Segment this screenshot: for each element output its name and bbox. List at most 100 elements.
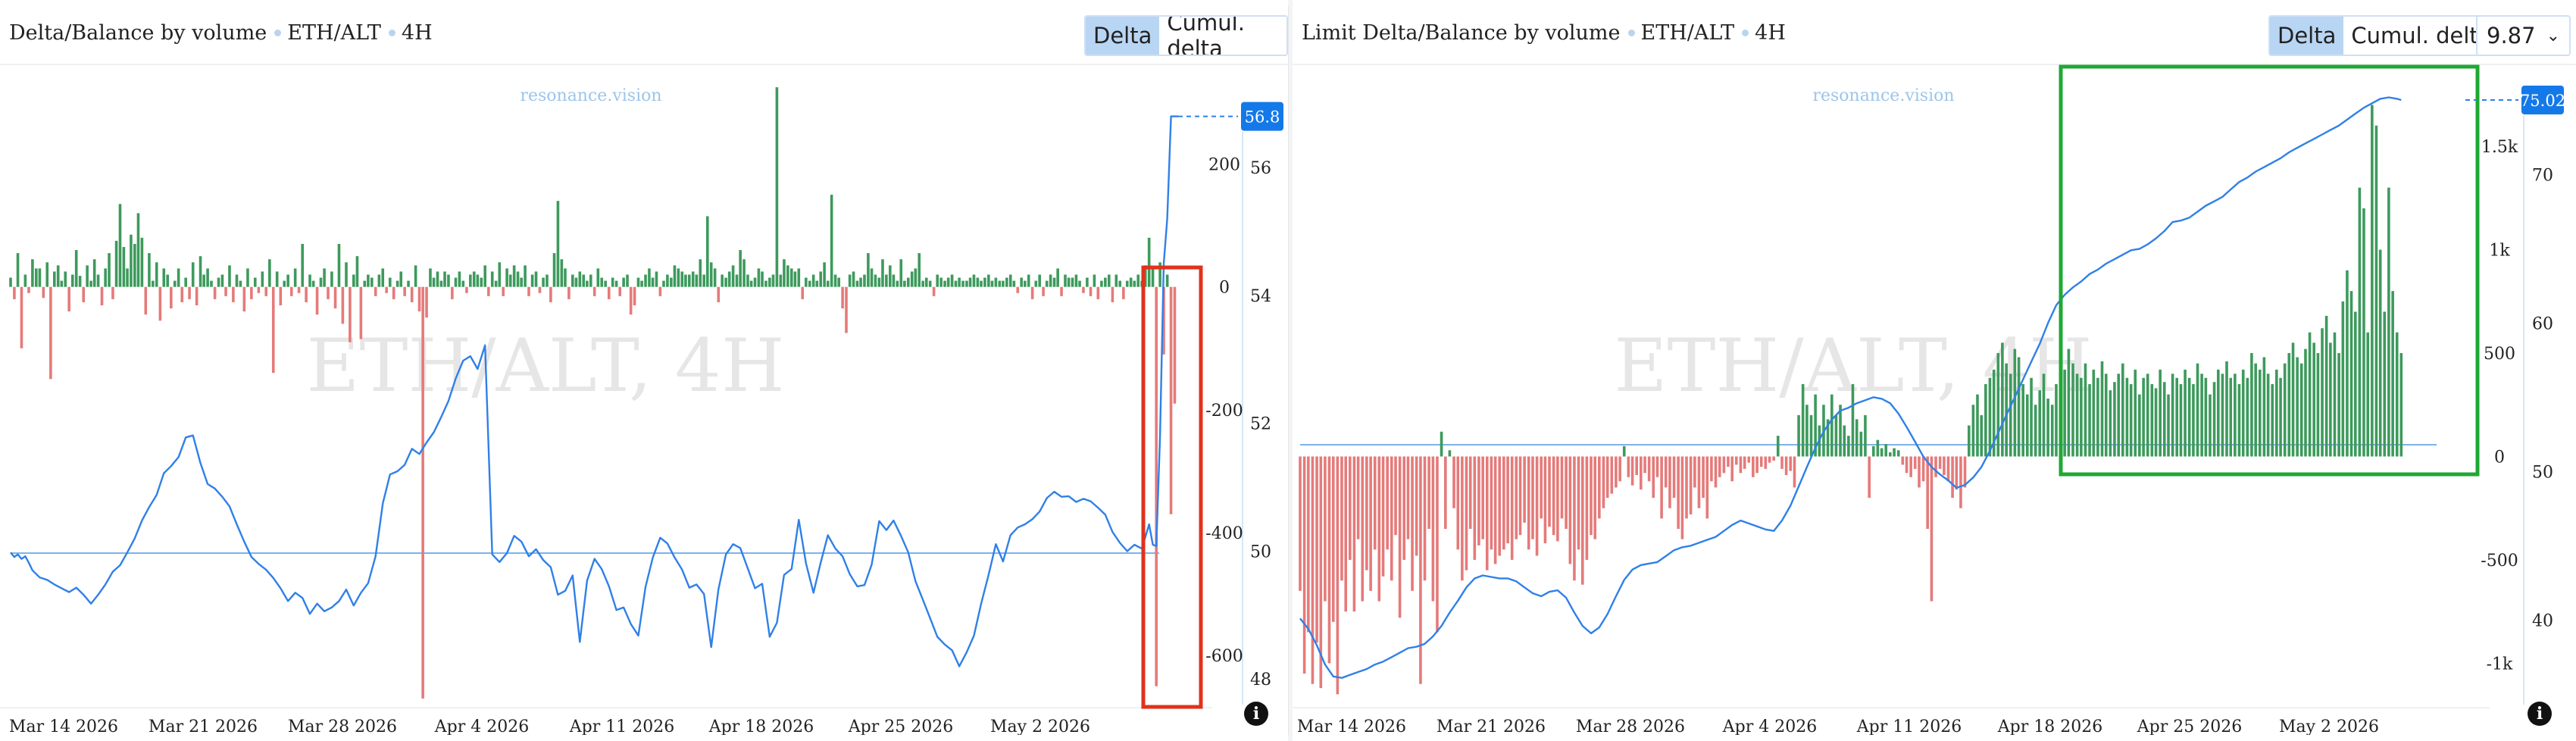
- delta-bar: [2366, 332, 2370, 457]
- delta-bar: [242, 286, 246, 312]
- delta-bar: [1086, 277, 1089, 287]
- delta-bar: [31, 259, 34, 287]
- delta-bar: [848, 274, 852, 287]
- delta-bar: [1759, 456, 1763, 467]
- delta-bar: [323, 268, 326, 287]
- delta-bar: [826, 280, 830, 287]
- delta-bar: [425, 286, 428, 318]
- info-icon[interactable]: i: [1244, 702, 1268, 726]
- delta-bar: [2001, 342, 2004, 457]
- delta-bar: [987, 274, 990, 287]
- delta-bar: [1427, 456, 1430, 530]
- delta-mode-toggle: Delta Cumul. delta: [2268, 15, 2501, 56]
- delta-bar: [564, 268, 567, 287]
- delta-bar: [2075, 374, 2079, 457]
- pair-label[interactable]: ETH/ALT: [1640, 20, 1735, 45]
- delta-bar: [1710, 456, 1713, 482]
- delta-bar: [210, 280, 213, 287]
- delta-bar: [297, 286, 301, 293]
- delta-bar: [1814, 394, 1817, 457]
- delta-bar: [217, 277, 220, 287]
- info-icon[interactable]: i: [2528, 702, 2552, 726]
- delta-bar: [1577, 456, 1580, 550]
- delta-bar: [1173, 286, 1177, 404]
- cumul-delta-button[interactable]: Cumul. delta: [2343, 17, 2499, 55]
- x-axis-tick: Apr 25 2026: [2137, 718, 2242, 735]
- chart-title: Limit Delta/Balance by volume: [1302, 20, 1621, 45]
- delta-bar: [202, 274, 205, 287]
- delta-bar: [1042, 286, 1045, 296]
- delta-bar: [950, 274, 954, 287]
- delta-bar: [1133, 280, 1136, 287]
- delta-bar: [1074, 274, 1078, 287]
- delta-bar: [2246, 377, 2249, 457]
- delta-bar: [739, 250, 742, 287]
- delta-bar: [2341, 301, 2345, 457]
- delta-bar: [305, 286, 308, 302]
- delta-bar: [556, 201, 560, 287]
- delta-bar: [2204, 377, 2208, 457]
- delta-bar: [377, 274, 381, 287]
- delta-bar: [480, 277, 483, 287]
- delta-bar: [1344, 456, 1348, 612]
- delta-bar: [82, 286, 86, 302]
- delta-bar: [2371, 105, 2374, 457]
- interval-label[interactable]: 4H: [401, 20, 433, 45]
- delta-bar: [1976, 394, 1979, 457]
- delta-bar: [166, 274, 169, 287]
- delta-bar: [1515, 456, 1518, 539]
- delta-bar: [1114, 274, 1118, 287]
- delta-bar: [152, 280, 155, 287]
- header-separator: [1293, 64, 2576, 65]
- x-axis-tick: Apr 11 2026: [569, 718, 674, 735]
- delta-bar: [162, 268, 166, 287]
- delta-bar: [188, 286, 191, 299]
- delta-bar: [1943, 456, 1946, 476]
- delta-bar: [867, 253, 870, 287]
- delta-bar: [476, 274, 480, 287]
- threshold-select[interactable]: 9.87 ⌄: [2476, 15, 2571, 56]
- highlight-box: [1141, 265, 1203, 709]
- price-axis-tick: 50: [1250, 542, 1271, 561]
- cumul-delta-button[interactable]: Cumul. delta: [1159, 17, 1286, 55]
- delta-bar: [1668, 456, 1671, 508]
- delta-bar: [600, 277, 604, 287]
- delta-button[interactable]: Delta: [2270, 17, 2344, 55]
- delta-bar: [724, 277, 727, 287]
- delta-bar: [618, 286, 622, 296]
- delta-bar: [855, 280, 859, 287]
- delta-bar: [1580, 456, 1584, 585]
- delta-bar: [1352, 456, 1356, 612]
- delta-bar: [301, 243, 304, 287]
- delta-balance-chart[interactable]: ETH/ALT, 4H resonance.vision 56.8 200 0 -200 -…: [0, 6, 1288, 735]
- delta-axis-tick: -400: [1205, 524, 1243, 543]
- delta-bar: [1971, 405, 1975, 457]
- delta-bar: [1440, 431, 1443, 457]
- delta-bar: [20, 286, 23, 349]
- interval-label[interactable]: 4H: [1755, 20, 1786, 45]
- delta-bar: [337, 243, 341, 287]
- delta-bar: [793, 271, 797, 287]
- delta-bar: [512, 265, 516, 287]
- delta-bar: [1988, 377, 1992, 457]
- pair-label[interactable]: ETH/ALT: [287, 20, 381, 45]
- delta-bar: [64, 271, 67, 287]
- delta-bar: [16, 253, 20, 287]
- delta-bar: [1722, 456, 1726, 474]
- delta-bar: [2005, 363, 2008, 457]
- delta-bar: [1299, 456, 1302, 591]
- delta-bar: [939, 277, 943, 287]
- delta-bar: [1643, 456, 1646, 474]
- delta-bar: [2055, 383, 2058, 457]
- delta-button[interactable]: Delta: [1086, 17, 1160, 55]
- delta-bar: [1005, 277, 1008, 287]
- delta-bar: [881, 259, 884, 287]
- delta-bar: [808, 280, 811, 287]
- delta-bar: [2212, 382, 2216, 457]
- delta-bar: [1789, 456, 1793, 471]
- delta-bar: [1356, 456, 1360, 539]
- delta-bar: [1984, 383, 1987, 457]
- brand-label: resonance.vision: [1812, 86, 1954, 105]
- delta-bar: [2129, 383, 2133, 457]
